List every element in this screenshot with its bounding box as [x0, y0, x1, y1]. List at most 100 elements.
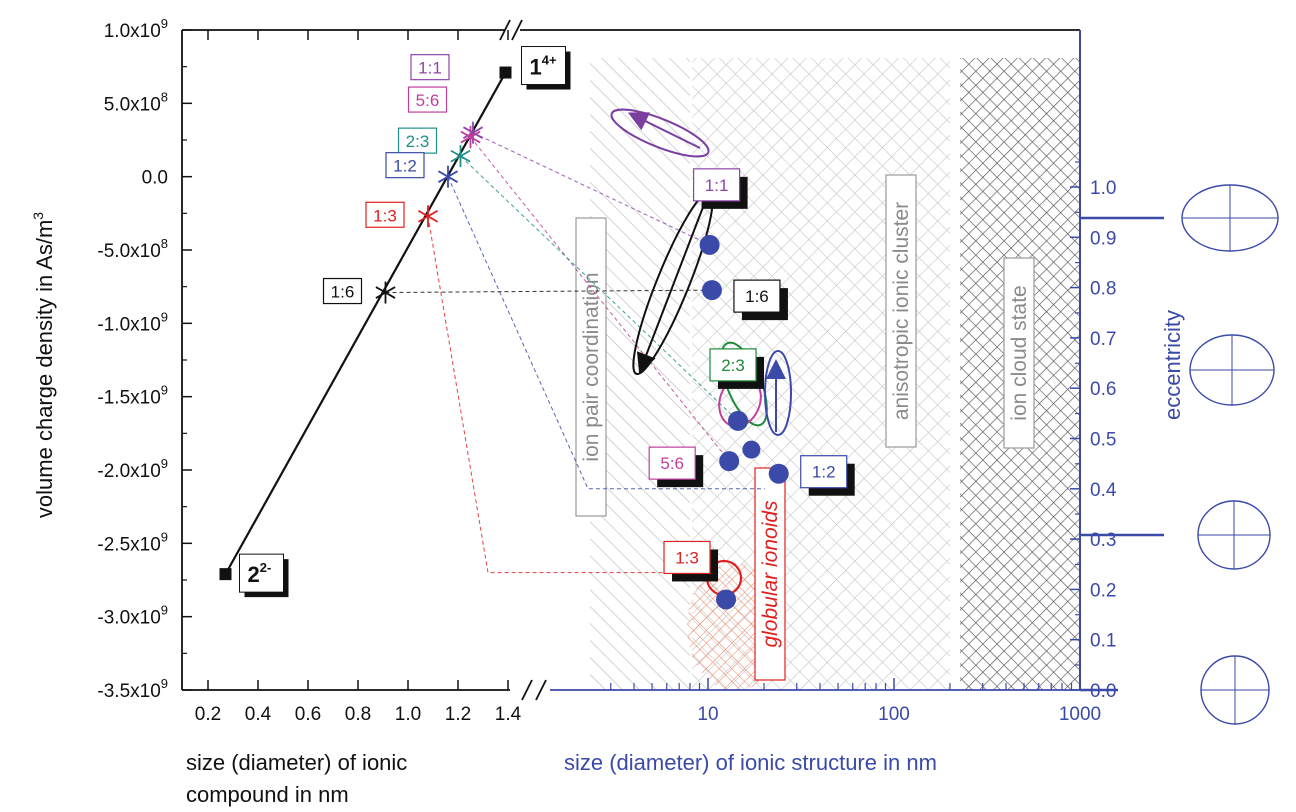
left-x-tick-label: 1.4: [495, 704, 522, 725]
endpoint-label-box: [239, 553, 284, 593]
right-point-1-3: [716, 589, 737, 610]
left-point-label: 1:1: [418, 59, 442, 78]
left-x-axis-title-line2: compound in nm: [186, 782, 349, 807]
left-point-label: 1:2: [393, 157, 417, 176]
right-y-tick-label: 0.9: [1090, 228, 1116, 249]
left-y-tick-label: -3.0x109: [97, 603, 168, 629]
svg-text:ion cloud state: ion cloud state: [1008, 285, 1031, 420]
right-point-1-2: [768, 463, 789, 484]
right-point-label: 1:6: [745, 287, 769, 306]
connector-lines: [385, 132, 765, 574]
region-label-anisotropic: anisotropic ionic cluster: [885, 174, 917, 448]
left-x-tick-label: 1.2: [445, 704, 471, 725]
right-point-label-box: [709, 348, 757, 382]
right-point-label-box: [648, 446, 696, 480]
eccentricity-dividers: [1080, 216, 1164, 692]
left-point-label-box: [365, 201, 405, 228]
left-y-axis-title: volume charge density in As/m3: [30, 212, 57, 518]
ellipse-shape-high-eccentricity: [1181, 184, 1279, 252]
right-y-tick-label: 0.1: [1090, 631, 1116, 652]
left-point-1-6: [375, 281, 396, 304]
left-point-label: 2:3: [406, 132, 430, 151]
left-x-axis-ticks: 0.2 0.4 0.6 0.8 1.0 1.2 1.4: [195, 30, 522, 725]
right-x-tick-label: 1000: [1059, 704, 1101, 725]
endpoint-marker: [499, 66, 512, 79]
right-x-axis-ticks: 10 100 1000: [610, 678, 1101, 725]
endpoint-markers: 14+ 22-: [219, 46, 571, 598]
svg-text:anisotropic ionic cluster: anisotropic ionic cluster: [890, 202, 913, 420]
right-point-label-box: [663, 540, 711, 575]
svg-text:ion pair coordination: ion pair coordination: [580, 272, 603, 461]
left-y-tick-label: 1.0x109: [104, 16, 168, 42]
left-y-tick-label: -5.0x108: [97, 236, 168, 262]
connector-1-1: [472, 132, 710, 246]
right-y-tick-label: 0.6: [1090, 379, 1116, 400]
right-point-5-6: [719, 451, 740, 472]
right-point-label: 1:1: [705, 176, 729, 195]
left-point-label: 1:6: [331, 283, 355, 302]
connector-1-2: [447, 176, 765, 490]
left-y-axis-ticks: 1.0x109 5.0x108 0.0 -5.0x108 -1.0x109 -1.5x10…: [97, 16, 192, 702]
right-point-label-box: [800, 455, 848, 489]
right-x-tick-label: 10: [697, 704, 718, 725]
left-point-label-box: [397, 127, 438, 154]
left-x-tick-label: 0.8: [345, 704, 371, 725]
endpoint-label: 14+: [530, 53, 557, 80]
right-panel-points: [699, 234, 789, 610]
right-point-label: 1:3: [675, 548, 699, 567]
left-y-tick-label: -3.5x109: [97, 676, 168, 702]
connector-1-6: [385, 289, 712, 294]
connector-5-6: [470, 136, 730, 462]
left-y-tick-label: -1.0x109: [97, 309, 168, 335]
left-point-2-3: [450, 145, 471, 168]
right-y-tick-label: 0.0: [1090, 681, 1116, 702]
right-point-label: 1:2: [812, 463, 836, 482]
point-labels: 1:1 5:6 2:3 1:2 1:3 1:6 1:1 1:6 2:3 5:6 1:2 1:3: [322, 54, 855, 582]
left-x-tick-label: 0.6: [295, 704, 321, 725]
trajectory-1-2: [764, 350, 792, 436]
left-point-label-box: [410, 54, 450, 81]
right-point-2-3: [728, 410, 749, 431]
region-label-globular-ionoids: globular ionoids: [754, 467, 786, 681]
right-point-1-1: [699, 234, 720, 255]
left-y-tick-label: -1.5x109: [97, 383, 168, 409]
left-point-label-box: [385, 152, 425, 179]
left-point-1-1: [462, 121, 484, 144]
left-y-tick-label: 0.0: [142, 168, 168, 189]
left-point-1-2: [437, 165, 459, 188]
left-y-tick-label: -2.0x109: [97, 456, 168, 482]
right-y-tick-label: 0.5: [1090, 430, 1116, 451]
right-point-1-6: [701, 280, 722, 301]
endpoint-marker: [219, 568, 232, 581]
left-point-label-box: [322, 277, 363, 305]
right-point-5-6-end: [742, 440, 761, 459]
right-point-label-box: [692, 168, 741, 202]
ellipse-shape-low-eccentricity: [1197, 500, 1271, 570]
left-x-tick-label: 0.2: [195, 704, 221, 725]
right-point-label: 2:3: [721, 356, 745, 375]
svg-text:globular ionoids: globular ionoids: [759, 500, 782, 648]
connector-2-3: [460, 155, 739, 422]
left-y-tick-label: 5.0x108: [104, 89, 168, 115]
connector-1-3: [427, 216, 713, 574]
left-point-label: 5:6: [416, 91, 440, 110]
left-point-1-3: [417, 205, 439, 228]
right-y-tick-label: 0.7: [1090, 329, 1116, 350]
left-x-tick-label: 0.4: [245, 704, 272, 725]
right-y-tick-label: 0.8: [1090, 279, 1116, 300]
left-y-tick-label: -2.5x109: [97, 529, 168, 555]
right-y-tick-label: 0.4: [1090, 480, 1117, 501]
endpoint-label: 22-: [248, 560, 272, 587]
right-x-tick-label: 100: [878, 704, 910, 725]
ellipse-shape-mid-eccentricity: [1189, 334, 1275, 406]
left-x-axis-title-line1: size (diameter) of ionic: [186, 750, 407, 775]
left-panel-points: [375, 121, 484, 304]
left-point-label-box: [407, 86, 448, 113]
right-x-axis-title: size (diameter) of ionic structure in nm: [564, 750, 937, 775]
left-point-5-6: [460, 126, 481, 149]
region-label-ion-pair: ion pair coordination: [575, 217, 607, 517]
trajectory-1-1: [610, 108, 710, 158]
circle-shape-zero-eccentricity: [1200, 655, 1270, 725]
right-y-axis-title: eccentricity: [1160, 310, 1185, 420]
